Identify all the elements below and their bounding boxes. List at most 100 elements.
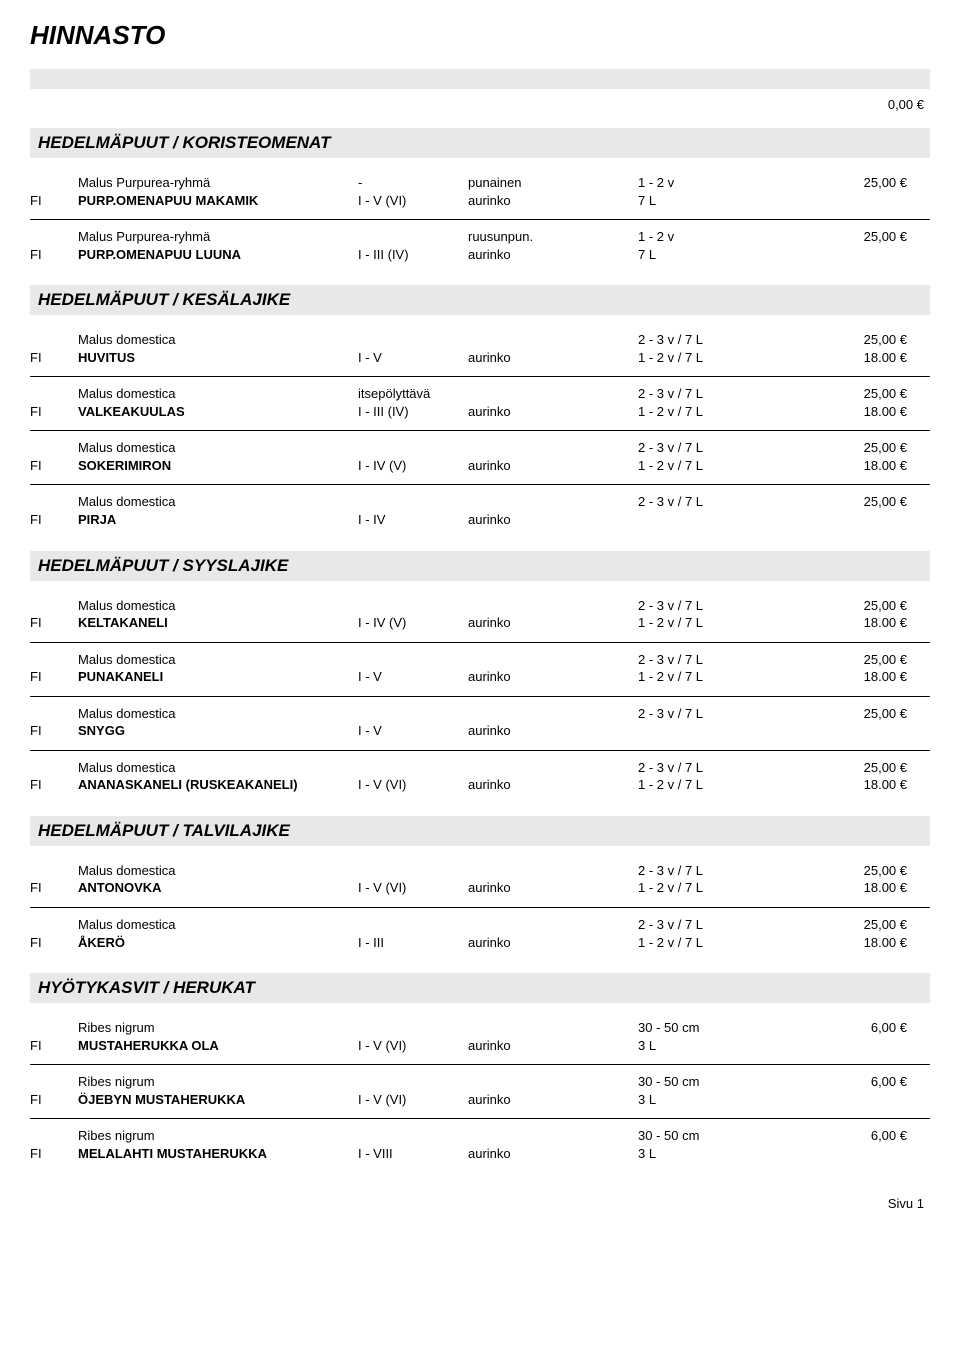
- cell-c4: [468, 1127, 638, 1145]
- cell-c6: 18.00 €: [793, 934, 913, 952]
- price-item: Malus domesticaitsepölyttävä2 - 3 v / 7 …: [30, 381, 930, 431]
- price-item: Ribes nigrum30 - 50 cm6,00 €FIMELALAHTI …: [30, 1123, 930, 1172]
- cell-c4: punainen: [468, 174, 638, 192]
- cell-c4: aurinko: [468, 934, 638, 952]
- cell-c5: 3 L: [638, 1145, 793, 1163]
- cell-c1: FI: [30, 668, 78, 686]
- item-row: Malus domestica2 - 3 v / 7 L25,00 €: [30, 705, 930, 723]
- cell-c2: Malus domestica: [78, 705, 358, 723]
- section-header: HYÖTYKASVIT / HERUKAT: [30, 973, 930, 1003]
- item-row: FIKELTAKANELII - IV (V)aurinko1 - 2 v / …: [30, 614, 930, 632]
- cell-c5: 3 L: [638, 1037, 793, 1055]
- cell-c6: 6,00 €: [793, 1127, 913, 1145]
- section-header: HEDELMÄPUUT / KORISTEOMENAT: [30, 128, 930, 158]
- cell-c4: [468, 705, 638, 723]
- cell-c3: I - V (VI): [358, 1091, 468, 1109]
- cell-c2: VALKEAKUULAS: [78, 403, 358, 421]
- cell-c1: [30, 597, 78, 615]
- cell-c4: ruusunpun.: [468, 228, 638, 246]
- cell-c5: [638, 722, 793, 740]
- cell-c4: [468, 862, 638, 880]
- cell-c1: [30, 916, 78, 934]
- cell-c1: [30, 1073, 78, 1091]
- item-row: FIÖJEBYN MUSTAHERUKKAI - V (VI)aurinko3 …: [30, 1091, 930, 1109]
- cell-c2: Malus domestica: [78, 493, 358, 511]
- cell-c4: aurinko: [468, 192, 638, 210]
- cell-c1: [30, 651, 78, 669]
- price-item: Malus domestica2 - 3 v / 7 L25,00 €FIANA…: [30, 755, 930, 804]
- cell-c5: 2 - 3 v / 7 L: [638, 759, 793, 777]
- cell-c1: [30, 1127, 78, 1145]
- cell-c2: Malus domestica: [78, 862, 358, 880]
- item-row: FIHUVITUSI - Vaurinko1 - 2 v / 7 L18.00 …: [30, 349, 930, 367]
- cell-c6: 18.00 €: [793, 614, 913, 632]
- item-row: FISNYGGI - Vaurinko: [30, 722, 930, 740]
- cell-c5: 2 - 3 v / 7 L: [638, 385, 793, 403]
- cell-c4: aurinko: [468, 1145, 638, 1163]
- cell-c4: [468, 916, 638, 934]
- cell-c6: [793, 511, 913, 529]
- item-row: Ribes nigrum30 - 50 cm6,00 €: [30, 1019, 930, 1037]
- item-row: FIPURP.OMENAPUU LUUNAI - III (IV)aurinko…: [30, 246, 930, 264]
- item-row: Ribes nigrum30 - 50 cm6,00 €: [30, 1073, 930, 1091]
- cell-c5: 2 - 3 v / 7 L: [638, 651, 793, 669]
- cell-c6: 6,00 €: [793, 1019, 913, 1037]
- item-row: FIANTONOVKAI - V (VI)aurinko1 - 2 v / 7 …: [30, 879, 930, 897]
- cell-c1: [30, 331, 78, 349]
- cell-c1: FI: [30, 879, 78, 897]
- cell-c1: FI: [30, 614, 78, 632]
- cell-c1: [30, 385, 78, 403]
- cell-c6: 6,00 €: [793, 1073, 913, 1091]
- cell-c3: I - III (IV): [358, 403, 468, 421]
- cell-c6: 25,00 €: [793, 651, 913, 669]
- cell-c1: [30, 1019, 78, 1037]
- cell-c3: I - V: [358, 722, 468, 740]
- cell-c2: HUVITUS: [78, 349, 358, 367]
- item-row: Malus domestica2 - 3 v / 7 L25,00 €: [30, 597, 930, 615]
- cell-c2: Malus domestica: [78, 331, 358, 349]
- cell-c5: 1 - 2 v / 7 L: [638, 879, 793, 897]
- cell-c1: FI: [30, 1091, 78, 1109]
- cell-c5: 7 L: [638, 192, 793, 210]
- cell-c4: [468, 597, 638, 615]
- cell-c5: 2 - 3 v / 7 L: [638, 862, 793, 880]
- cell-c6: 25,00 €: [793, 385, 913, 403]
- cell-c4: [468, 493, 638, 511]
- cell-c2: ÅKERÖ: [78, 934, 358, 952]
- cell-c2: Malus domestica: [78, 597, 358, 615]
- cell-c2: Malus domestica: [78, 651, 358, 669]
- cell-c6: 25,00 €: [793, 174, 913, 192]
- cell-c4: [468, 759, 638, 777]
- cell-c3: I - V: [358, 349, 468, 367]
- cell-c3: [358, 1019, 468, 1037]
- cell-c6: 25,00 €: [793, 916, 913, 934]
- item-row: FIANANASKANELI (RUSKEAKANELI)I - V (VI)a…: [30, 776, 930, 794]
- cell-c2: SOKERIMIRON: [78, 457, 358, 475]
- cell-c6: 25,00 €: [793, 331, 913, 349]
- cell-c4: [468, 439, 638, 457]
- cell-c2: ANTONOVKA: [78, 879, 358, 897]
- cell-c6: [793, 1145, 913, 1163]
- price-item: Malus domestica2 - 3 v / 7 L25,00 €FISOK…: [30, 435, 930, 485]
- section-header: HEDELMÄPUUT / KESÄLAJIKE: [30, 285, 930, 315]
- price-item: Malus Purpurea-ryhmäruusunpun.1 - 2 v25,…: [30, 224, 930, 273]
- item-row: Malus domestica 2 - 3 v / 7 L25,00 €: [30, 862, 930, 880]
- cell-c6: [793, 246, 913, 264]
- cell-c1: FI: [30, 722, 78, 740]
- cell-c5: 1 - 2 v / 7 L: [638, 349, 793, 367]
- cell-c5: 1 - 2 v / 7 L: [638, 934, 793, 952]
- price-item: Malus domestica2 - 3 v / 7 L25,00 €FIKEL…: [30, 593, 930, 643]
- cell-c1: [30, 862, 78, 880]
- price-item: Malus domestica2 - 3 v / 7 L25,00 €FIÅKE…: [30, 912, 930, 961]
- cell-c3: [358, 439, 468, 457]
- item-row: Malus Purpurea-ryhmä-punainen1 - 2 v25,0…: [30, 174, 930, 192]
- cell-c2: Malus Purpurea-ryhmä: [78, 174, 358, 192]
- item-row: Ribes nigrum30 - 50 cm6,00 €: [30, 1127, 930, 1145]
- cell-c6: 25,00 €: [793, 862, 913, 880]
- cell-c6: 25,00 €: [793, 439, 913, 457]
- cell-c3: [358, 493, 468, 511]
- cell-c5: 2 - 3 v / 7 L: [638, 916, 793, 934]
- header-bar: [30, 69, 930, 89]
- item-row: FIMUSTAHERUKKA OLAI - V (VI)aurinko3 L: [30, 1037, 930, 1055]
- cell-c1: FI: [30, 934, 78, 952]
